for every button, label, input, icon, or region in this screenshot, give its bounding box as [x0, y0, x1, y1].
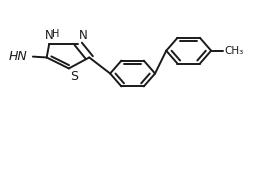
Text: CH₃: CH₃	[224, 46, 243, 56]
Text: N: N	[79, 29, 88, 42]
Text: N: N	[45, 29, 53, 42]
Text: S: S	[70, 70, 77, 83]
Text: H: H	[52, 29, 59, 39]
Text: HN: HN	[8, 50, 27, 63]
